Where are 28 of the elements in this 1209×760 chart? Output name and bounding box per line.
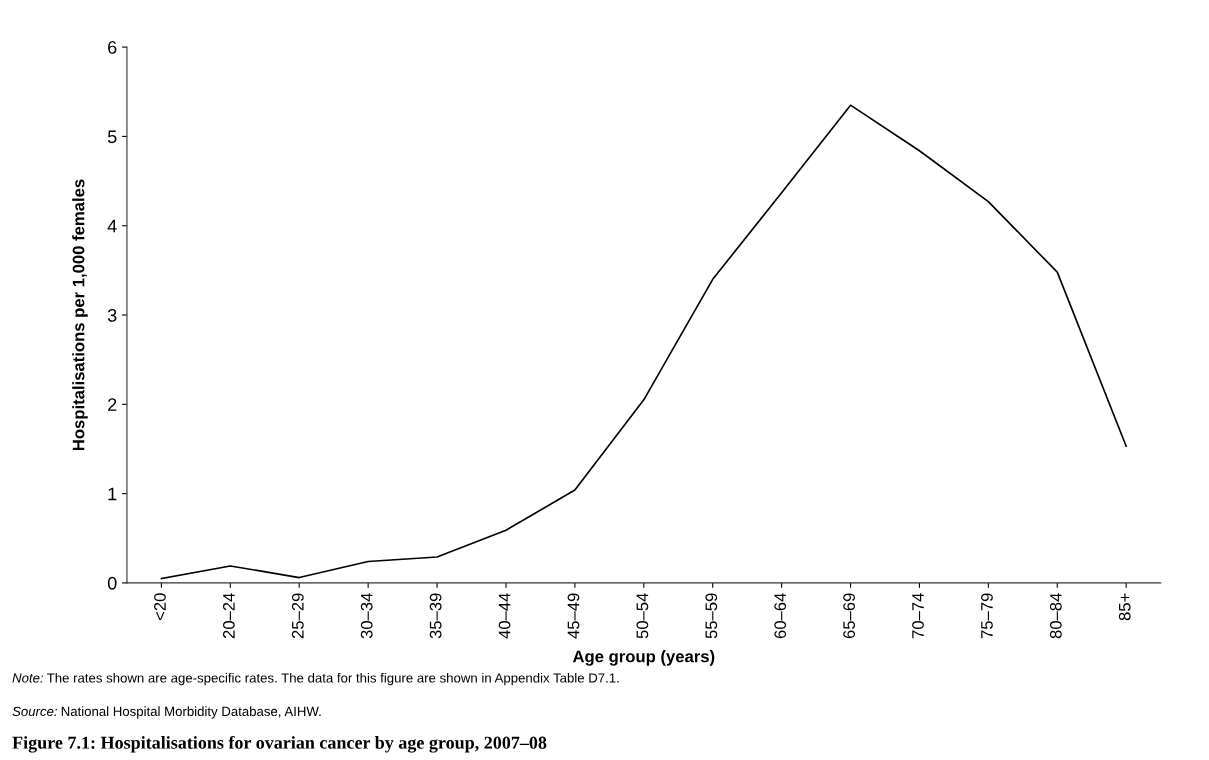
text: Figure 7.1: Hospitalisations for ovarian cancer by age group, 2007–08 xyxy=(12,735,547,753)
y-axis-title: Hospitalisations per 1,000 females xyxy=(72,179,88,451)
x-tick-label: 55–59 xyxy=(705,593,718,639)
y-tick-label: 6 xyxy=(108,41,117,54)
x-tick-label: 70–74 xyxy=(912,593,924,639)
x-tick-label: 30–34 xyxy=(360,593,373,639)
x-tick-label: 85+ xyxy=(1118,593,1131,621)
y-tick-label: 4 xyxy=(107,219,117,233)
x-axis-title: Age group (years) xyxy=(572,650,715,666)
y-tick-label: 0 xyxy=(107,576,117,590)
x-tick-label: 35–39 xyxy=(429,593,442,639)
x-tick-label: 60–64 xyxy=(774,593,787,639)
x-tick-label: 50–54 xyxy=(636,593,649,639)
text: Note: The rates shown are age-specific rates. The data for this figure are shown in Appendix Table D7.1. xyxy=(12,672,619,686)
source-note: Source: National Hospital Morbidity Database, AIHW. xyxy=(12,706,321,719)
y-tick-label: 2 xyxy=(108,398,117,411)
x-tick-label: 25–29 xyxy=(291,593,304,639)
line-series xyxy=(160,104,1128,580)
x-tick-label: 40–44 xyxy=(498,593,511,639)
x-tick-label: 45–49 xyxy=(567,593,580,639)
x-tick-label: 20–24 xyxy=(222,593,235,639)
y-tick-label: 1 xyxy=(108,487,117,501)
y-tick-label: 3 xyxy=(107,308,117,322)
x-tick-label: 75–79 xyxy=(981,593,993,639)
y-tick-label: 5 xyxy=(107,130,117,144)
x-tick-label: 65–69 xyxy=(843,593,856,639)
x-tick-label: 80–84 xyxy=(1049,593,1062,639)
x-tick-label: <20 xyxy=(154,593,166,621)
